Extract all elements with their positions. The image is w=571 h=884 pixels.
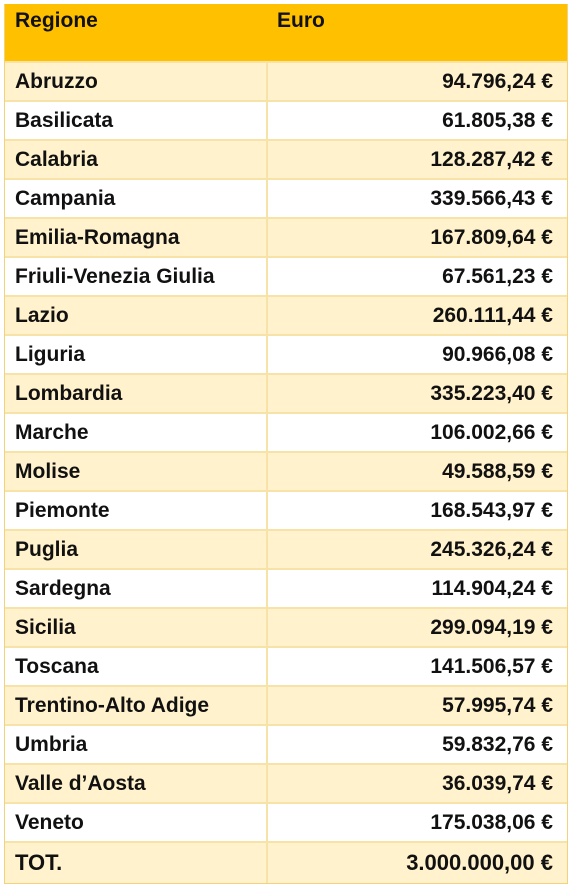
region-name: Molise	[5, 451, 268, 491]
region-name: Lombardia	[5, 373, 268, 413]
table-row: Puglia 245.326,24 €	[5, 529, 567, 569]
regional-euro-table: Regione Euro Abruzzo 94.796,24 € Basilic…	[5, 4, 567, 883]
euro-amount: 57.995,74 €	[267, 685, 567, 725]
region-name: Sardegna	[5, 568, 268, 608]
region-name: Emilia-Romagna	[5, 217, 268, 257]
region-name: Valle d’Aosta	[5, 763, 268, 803]
table-row: Molise 49.588,59 €	[5, 451, 567, 491]
table-row: Abruzzo 94.796,24 €	[5, 61, 567, 101]
table-row: Umbria 59.832,76 €	[5, 724, 567, 764]
euro-amount: 94.796,24 €	[267, 61, 567, 101]
euro-amount: 141.506,57 €	[267, 646, 567, 686]
region-name: Calabria	[5, 139, 268, 179]
region-name: Lazio	[5, 295, 268, 335]
table-row: Veneto 175.038,06 €	[5, 802, 567, 842]
table-row: Emilia-Romagna 167.809,64 €	[5, 217, 567, 257]
euro-amount: 299.094,19 €	[267, 607, 567, 647]
table-row: Sicilia 299.094,19 €	[5, 607, 567, 647]
euro-amount: 61.805,38 €	[267, 100, 567, 140]
region-name: Sicilia	[5, 607, 268, 647]
total-label: TOT.	[5, 841, 268, 883]
table-body: Abruzzo 94.796,24 € Basilicata 61.805,38…	[5, 61, 567, 883]
euro-amount: 260.111,44 €	[267, 295, 567, 335]
euro-amount: 167.809,64 €	[267, 217, 567, 257]
euro-amount: 245.326,24 €	[267, 529, 567, 569]
table-row: Basilicata 61.805,38 €	[5, 100, 567, 140]
table-row: Liguria 90.966,08 €	[5, 334, 567, 374]
table-row: Trentino-Alto Adige 57.995,74 €	[5, 685, 567, 725]
region-name: Campania	[5, 178, 268, 218]
euro-amount: 49.588,59 €	[267, 451, 567, 491]
table-row: Toscana 141.506,57 €	[5, 646, 567, 686]
table-row: Campania 339.566,43 €	[5, 178, 567, 218]
euro-amount: 114.904,24 €	[267, 568, 567, 608]
region-name: Marche	[5, 412, 268, 452]
table-header: Regione Euro	[5, 4, 567, 63]
table-row: Calabria 128.287,42 €	[5, 139, 567, 179]
region-name: Umbria	[5, 724, 268, 764]
table-row: Lombardia 335.223,40 €	[5, 373, 567, 413]
euro-amount: 335.223,40 €	[267, 373, 567, 413]
header-euro: Euro	[267, 4, 567, 63]
table-row: Marche 106.002,66 €	[5, 412, 567, 452]
euro-amount: 59.832,76 €	[267, 724, 567, 764]
euro-amount: 106.002,66 €	[267, 412, 567, 452]
region-name: Abruzzo	[5, 61, 268, 101]
header-regione: Regione	[5, 4, 267, 63]
euro-amount: 168.543,97 €	[267, 490, 567, 530]
table-row: Piemonte 168.543,97 €	[5, 490, 567, 530]
euro-amount: 36.039,74 €	[267, 763, 567, 803]
euro-amount: 175.038,06 €	[267, 802, 567, 842]
euro-amount: 90.966,08 €	[267, 334, 567, 374]
region-name: Liguria	[5, 334, 268, 374]
euro-amount: 67.561,23 €	[267, 256, 567, 296]
region-name: Basilicata	[5, 100, 268, 140]
total-row: TOT. 3.000.000,00 €	[5, 841, 567, 883]
table-row: Friuli-Venezia Giulia 67.561,23 €	[5, 256, 567, 296]
region-name: Puglia	[5, 529, 268, 569]
table-row: Lazio 260.111,44 €	[5, 295, 567, 335]
region-name: Toscana	[5, 646, 268, 686]
regional-euro-table-container: Regione Euro Abruzzo 94.796,24 € Basilic…	[4, 4, 568, 884]
euro-amount: 128.287,42 €	[267, 139, 567, 179]
table-row: Valle d’Aosta 36.039,74 €	[5, 763, 567, 803]
table-row: Sardegna 114.904,24 €	[5, 568, 567, 608]
region-name: Trentino-Alto Adige	[5, 685, 268, 725]
region-name: Veneto	[5, 802, 268, 842]
region-name: Piemonte	[5, 490, 268, 530]
table-header-row: Regione Euro	[5, 4, 567, 63]
region-name: Friuli-Venezia Giulia	[5, 256, 268, 296]
total-amount: 3.000.000,00 €	[267, 841, 567, 883]
euro-amount: 339.566,43 €	[267, 178, 567, 218]
